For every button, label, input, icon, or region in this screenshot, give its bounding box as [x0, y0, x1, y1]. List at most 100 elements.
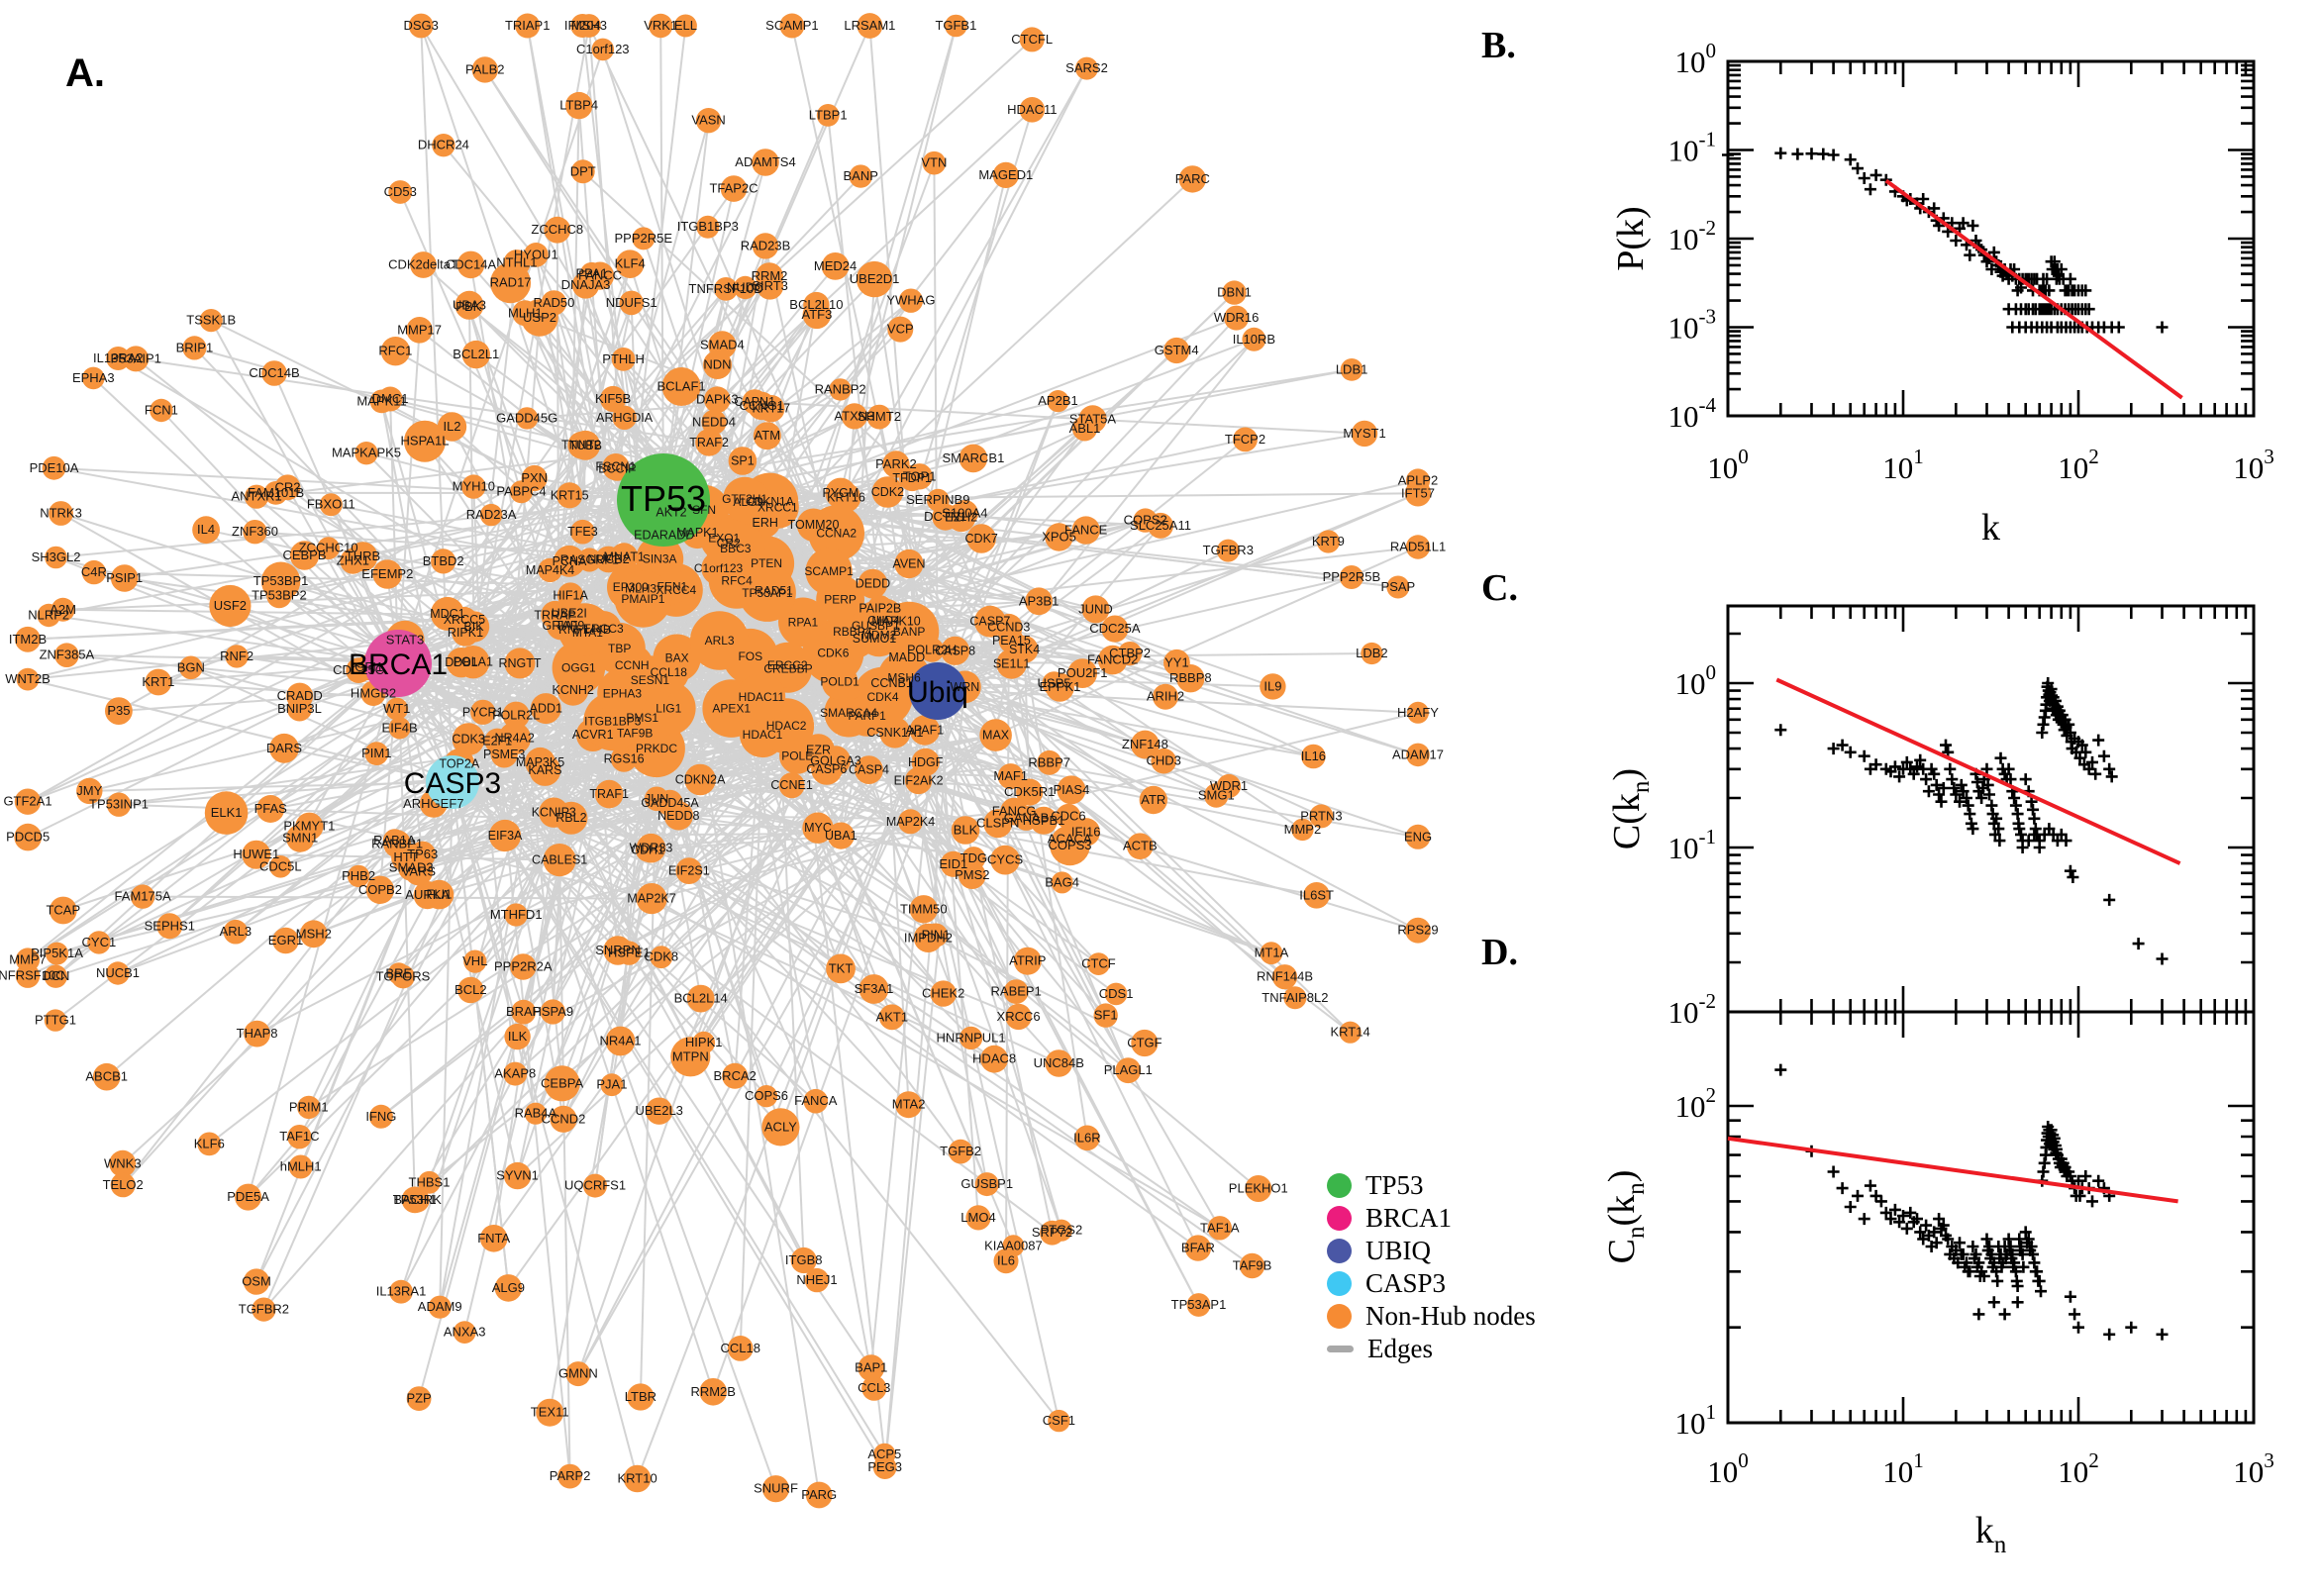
node-label: DARS: [266, 741, 302, 755]
node-label: CASP8: [935, 644, 975, 657]
node-label: ABCB1: [85, 1069, 128, 1084]
network-node: [461, 340, 490, 369]
network-node: [1075, 56, 1098, 80]
node-label: CCL18: [720, 1341, 759, 1355]
network-node: [565, 91, 593, 120]
node-label: HIPK1: [685, 1035, 723, 1049]
node-label: FBXO11: [307, 497, 355, 512]
fit-line: [1884, 178, 2183, 400]
network-node: [611, 348, 636, 371]
node-label: CCND2: [542, 1111, 586, 1126]
node-label: RANBP1: [371, 836, 423, 850]
node-label: TNFRSF10D: [689, 281, 763, 296]
node-label: PIM1: [361, 746, 391, 760]
node-label: HDAC1: [743, 728, 783, 742]
node-label: TP53BP1: [253, 573, 309, 588]
node-label: NDN: [703, 357, 731, 372]
node-label: BTBD2: [423, 553, 464, 568]
node-label: PKMYT1: [283, 819, 335, 834]
network-node: [1245, 1175, 1272, 1202]
plot-panel-d: 100 101 102 103 102 101 kn Cn(kn): [1601, 1010, 2274, 1558]
node-label: EIF4B: [382, 720, 418, 735]
node-label: SMAD3: [389, 860, 434, 875]
edge-swatch-icon: [1327, 1346, 1354, 1352]
node-label: EPPK1: [1039, 679, 1080, 694]
node-label: WDR1: [1210, 778, 1248, 793]
hub-legend: TP53 BRCA1 UBIQ CASP3 Non-Hub nodes Edges: [1327, 1169, 1536, 1365]
node-label: ATF3: [801, 307, 832, 322]
node-label: RNF144B: [1257, 969, 1313, 984]
network-node: [502, 701, 530, 729]
node-label: RASGRF1: [560, 553, 619, 567]
node-label: CASP4: [849, 763, 889, 777]
node-label: CEBPA: [541, 1075, 583, 1090]
node-label: CCNE1: [770, 778, 812, 792]
network-node: [1222, 280, 1247, 305]
node-label: TFAP2C: [709, 181, 758, 196]
tick-label: 100: [1674, 660, 1716, 701]
network-node: [858, 1354, 885, 1381]
node-label: TELO2: [103, 1177, 144, 1192]
network-node: [225, 645, 249, 668]
network-node: [1204, 783, 1229, 808]
node-label: UBA1: [825, 829, 858, 843]
node-label: WDR33: [630, 842, 673, 855]
y-axis-label: Cn(kn): [1601, 1170, 1650, 1264]
node-label: SMARCA4: [820, 706, 877, 720]
network-node: [594, 779, 624, 809]
node-label: KLF4: [615, 256, 646, 271]
node-label: HSPA1L: [401, 434, 450, 449]
network-node: [1303, 882, 1330, 909]
node-label: IFI204: [564, 18, 601, 33]
network-node: [369, 389, 394, 414]
node-label: GADD45A: [641, 796, 699, 810]
network-node: [1340, 358, 1364, 381]
node-label: PABPC4: [496, 484, 546, 499]
node-label: MAPKAPK5: [332, 446, 401, 460]
node-swatch-icon: [1327, 1304, 1352, 1329]
network-node: [1019, 97, 1046, 123]
node-label: CYCS: [987, 852, 1023, 867]
node-label: ADD1: [530, 702, 562, 716]
network-node: [199, 309, 223, 333]
node-label: AKAP8: [494, 1066, 536, 1081]
node-label: TP53INP1: [89, 797, 149, 812]
network-node: [179, 655, 203, 680]
network-node: [725, 478, 771, 525]
legend-item: UBIQ: [1327, 1235, 1536, 1267]
network-node: [1405, 824, 1431, 849]
network-node: [50, 597, 75, 622]
node-label: CDC25A: [1089, 621, 1141, 636]
network-node: [383, 830, 412, 858]
tick-label: 10-3: [1667, 305, 1716, 346]
node-label: HMGB2: [351, 685, 396, 700]
network-node: [389, 1279, 413, 1304]
network-node: [1037, 749, 1062, 775]
legend-item-label: Non-Hub nodes: [1365, 1301, 1536, 1331]
network-node: [959, 1026, 983, 1050]
node-label: UBE2L3: [635, 1103, 682, 1118]
node-label: MAPK1: [676, 526, 718, 540]
node-label: DBN1: [1217, 285, 1252, 300]
y-axis-label: C(kn): [1606, 768, 1655, 849]
node-label: MAP2K4: [886, 815, 935, 829]
network-node: [992, 161, 1019, 188]
node-label: NHEJ1: [796, 1272, 837, 1287]
network-node: [536, 1398, 564, 1427]
network-node: [297, 1095, 321, 1120]
node-label: E2F1: [482, 734, 512, 748]
node-label: RIPK1: [448, 626, 483, 640]
node-label: GTF2A1: [3, 794, 51, 809]
node-label: CDK7: [965, 532, 998, 546]
node-label: GOLGA3: [810, 753, 860, 767]
node-label: TAF9B: [1233, 1258, 1272, 1273]
network-node: [554, 545, 585, 577]
node-label: BRCA2: [714, 1068, 757, 1083]
network-node: [805, 548, 853, 595]
x-axis-label: k: [1981, 507, 2000, 549]
network-node: [1361, 642, 1383, 665]
node-label: PSAP: [1381, 579, 1416, 594]
plot-frame: [1726, 1010, 2256, 1425]
node-label: FEN1: [657, 580, 688, 594]
network-node: [340, 548, 366, 574]
